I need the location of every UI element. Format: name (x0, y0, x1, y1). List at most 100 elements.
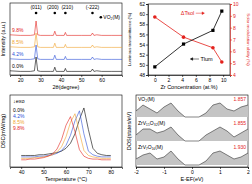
tick-mark (230, 28, 232, 29)
gap-label: 1.855 (233, 120, 246, 126)
series-line (155, 17, 222, 62)
tick-label: -1 (162, 169, 167, 175)
series-line (10, 21, 122, 35)
series-label: 0.0% (12, 63, 24, 69)
series-line (21, 108, 111, 156)
x-axis-tick: 50 (41, 167, 47, 175)
y2-axis-tick: 7 (230, 37, 236, 43)
x-axis-tick: 6 (195, 75, 198, 83)
marker (153, 65, 156, 68)
tick-label: 70 (86, 169, 92, 175)
tick-mark (146, 34, 148, 35)
x-axis-tick: -2 (134, 167, 139, 175)
x-axis-tick: 1 (219, 167, 222, 175)
x-axis-title: E-EF(eV) (181, 176, 204, 182)
series-label: Tlum (200, 56, 213, 62)
marker (182, 35, 186, 39)
x-axis: -2-1012 (134, 167, 250, 175)
series-line (21, 117, 111, 160)
tick-label: 0 (191, 169, 194, 175)
series-line (136, 151, 248, 165)
annotation: ↓exo (13, 98, 25, 104)
peak-label: (-222) (86, 4, 100, 10)
tick-mark (146, 4, 148, 5)
tick-mark (230, 51, 232, 52)
series-line (136, 127, 248, 141)
tick-mark (146, 24, 148, 25)
series-label: ΔTsol (181, 10, 194, 16)
tick-label: 2 (168, 77, 171, 83)
tick-mark (146, 14, 148, 15)
x-axis-tick: 4 (181, 75, 184, 83)
x-axis-tick: 80 (109, 167, 115, 175)
tick-mark (146, 65, 148, 66)
peak-label: (200) (47, 4, 59, 10)
tick-mark (146, 45, 148, 46)
series-line (136, 103, 248, 117)
tick-label: 4 (233, 72, 236, 78)
x-axis-title: 2θ(degree) (53, 84, 80, 90)
plot-area (21, 108, 111, 160)
marker (220, 60, 224, 64)
series-area (136, 127, 248, 141)
series-label: VO₂(M) (138, 96, 155, 102)
series-line (21, 111, 111, 157)
tick-label: 60 (139, 11, 145, 17)
tick-label: 56 (139, 32, 145, 38)
x-axis-title: Temperature (°C) (45, 176, 87, 182)
tick-label: 0 (154, 77, 157, 83)
y2-axis: 45678910 (230, 1, 239, 78)
series-area (136, 103, 248, 117)
x-axis-tick: 2 (168, 75, 171, 83)
plot-area (153, 10, 224, 69)
y-axis-title: DOS(states/eV) (126, 112, 132, 151)
tick-label: 4 (181, 77, 184, 83)
panel: 4050607080Temperature (°C)DSC(mW/mg)↓exo… (0, 95, 123, 182)
y2-axis-tick: 9 (230, 13, 236, 19)
tick-label: 80 (109, 169, 115, 175)
tick-label: 5 (233, 60, 236, 66)
x-axis-tick: 20 (18, 75, 24, 83)
x-axis: 0 2 4 6 8 10 (149, 75, 231, 83)
y2-axis-tick: 10 (230, 1, 239, 7)
tick-label: 50 (139, 62, 145, 68)
peak-label: (011) (30, 4, 42, 10)
tick-mark (146, 75, 148, 76)
x-axis-tick: 60 (64, 167, 70, 175)
plot-area (10, 21, 122, 71)
marker (211, 29, 214, 32)
plot-frame (148, 4, 230, 75)
tick-label: 54 (139, 42, 145, 48)
series-line (10, 33, 122, 47)
x-axis-tick: 8 (209, 75, 212, 83)
tick-label: 6 (195, 77, 198, 83)
x-axis-tick: 70 (86, 167, 92, 175)
y2-axis-title: Solar modulation ability (%) (246, 13, 251, 66)
series-label: 8.5% (12, 39, 24, 45)
series-line (21, 114, 111, 159)
tick-label: 7 (233, 37, 236, 43)
axis-line (231, 5, 233, 76)
panel: 20304050602θ(degree)Intensity (a.u.)9.8%… (0, 3, 123, 90)
y-axis-tick: 50 (139, 62, 148, 68)
y-axis-tick: 56 (139, 32, 148, 38)
panel: -2-1012E-EF(eV)DOS(states/eV)VO₂(M)1.857… (126, 95, 250, 182)
x-axis-tick: 40 (59, 75, 65, 83)
x-axis-tick: 60 (99, 75, 105, 83)
tick-label: 10 (221, 77, 227, 83)
tick-label: 1 (219, 169, 222, 175)
plot-frame (10, 3, 122, 75)
series-label: ZrV₁₅O₃₂(M) (138, 120, 165, 126)
tick-label: 40 (59, 77, 65, 83)
series-label: 9.8% (12, 27, 24, 33)
y-axis-tick: 62 (139, 1, 148, 7)
legend-symbol (100, 16, 103, 19)
series-line (10, 57, 122, 71)
tick-label: 62 (139, 1, 145, 7)
tick-label: 8 (233, 25, 236, 31)
tick-label: 60 (99, 77, 105, 83)
tick-label: 9 (233, 13, 236, 19)
axis-line (146, 5, 149, 76)
tick-label: 40 (19, 169, 25, 175)
peak-marker (54, 12, 57, 15)
